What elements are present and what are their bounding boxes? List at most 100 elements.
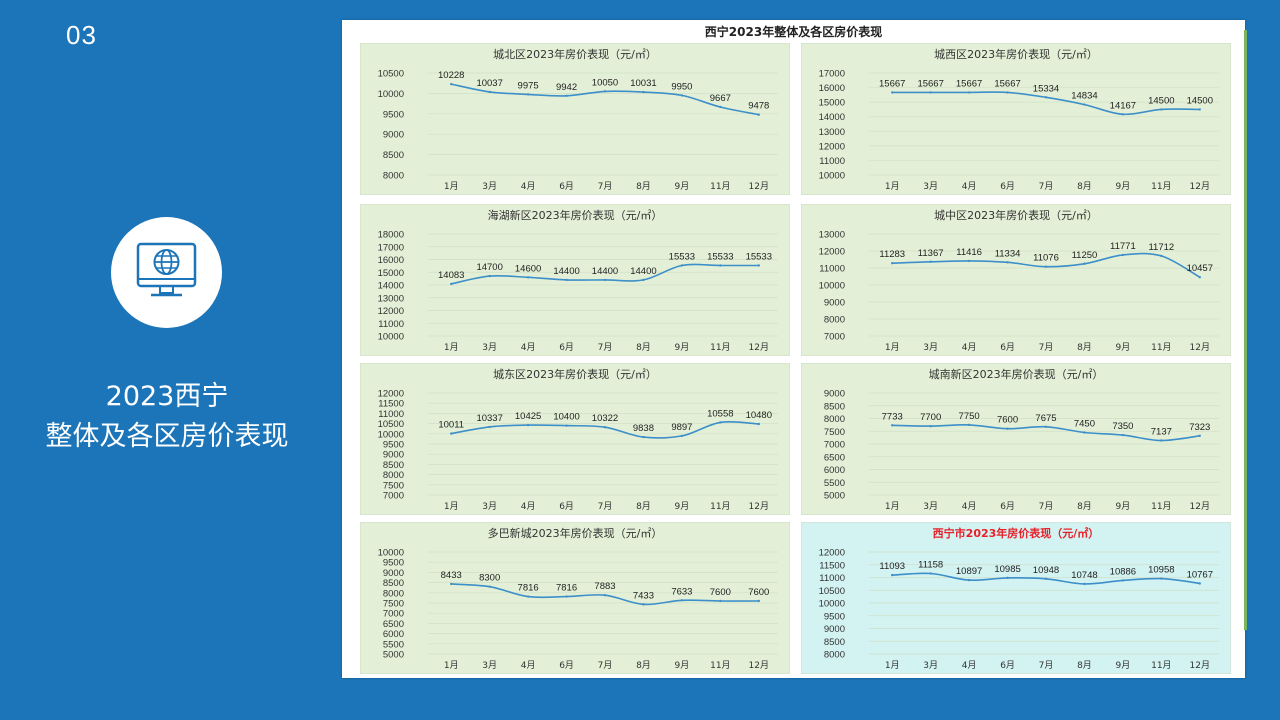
data-point [1044, 265, 1048, 268]
data-label: 11416 [956, 247, 982, 258]
slide-number: 03 [66, 20, 97, 50]
chart-panel: 城中区2023年房价表现（元/㎡） 7000 8000 9000 10000 11000 1… [801, 204, 1231, 356]
data-label: 14834 [1071, 91, 1097, 102]
y-tick-label: 9000 [383, 450, 404, 461]
y-tick-label: 10500 [819, 586, 845, 597]
y-tick-label: 7000 [383, 491, 404, 502]
data-label: 14400 [592, 266, 618, 277]
y-tick-label: 7000 [824, 440, 845, 451]
data-point [488, 274, 491, 278]
y-tick-label: 8500 [383, 578, 404, 589]
x-tick-label: 1月 [444, 501, 459, 512]
x-tick-label: 9月 [675, 660, 690, 671]
data-label: 7700 [920, 412, 941, 423]
y-tick-label: 13000 [819, 127, 845, 138]
x-tick-label: 12月 [1190, 342, 1210, 353]
y-tick-label: 5500 [383, 639, 404, 650]
y-tick-label: 9000 [383, 130, 404, 141]
x-tick-label: 7月 [1039, 660, 1054, 671]
data-label: 14700 [476, 262, 502, 273]
data-point [1006, 261, 1009, 264]
data-point [565, 424, 568, 427]
data-point [719, 264, 722, 267]
y-tick-label: 11000 [819, 264, 845, 275]
line-chart: 城东区2023年房价表现（元/㎡） 70007500800085009000950… [360, 363, 790, 515]
y-tick-label: 8000 [383, 171, 404, 182]
data-point [967, 578, 971, 582]
data-label: 9838 [633, 423, 654, 434]
data-point [565, 595, 568, 598]
data-label: 15334 [1033, 83, 1059, 94]
data-point [1006, 91, 1009, 94]
y-tick-label: 10500 [378, 69, 404, 80]
data-label: 9975 [518, 80, 539, 91]
y-tick-label: 8000 [383, 470, 404, 481]
x-tick-label: 9月 [675, 501, 690, 512]
chart-panel: 城南新区2023年房价表现（元/㎡） 5000 5500 6000 6500 7000 75… [801, 363, 1231, 515]
data-label: 14167 [1110, 100, 1136, 111]
data-label: 10958 [1148, 565, 1174, 576]
data-point [1198, 434, 1201, 437]
y-tick-label: 11500 [819, 560, 845, 571]
data-label: 10050 [592, 77, 618, 88]
data-point [565, 94, 568, 97]
chart-title: 西宁市2023年房价表现（元/㎡） [933, 526, 1100, 540]
data-point [891, 424, 894, 427]
data-point [642, 435, 645, 439]
data-point [450, 432, 453, 435]
y-tick-label: 9500 [383, 440, 404, 451]
y-tick-label: 12000 [378, 306, 404, 317]
y-tick-label: 6500 [824, 452, 845, 463]
data-point [1160, 439, 1163, 442]
y-tick-label: 17000 [819, 69, 845, 80]
x-tick-label: 11月 [710, 181, 730, 192]
data-point [719, 421, 722, 424]
data-point [929, 424, 932, 428]
x-tick-label: 7月 [598, 342, 613, 353]
data-point [1044, 577, 1048, 581]
y-tick-label: 8000 [383, 588, 404, 599]
slide-title-line2: 整体及各区房价表现 [45, 421, 289, 452]
data-point [526, 93, 530, 96]
y-tick-label: 5500 [824, 478, 845, 489]
decorative-strip [1244, 30, 1247, 630]
data-label: 11367 [918, 248, 944, 259]
data-label: 10011 [438, 420, 464, 431]
data-point [450, 282, 453, 286]
data-label: 7816 [518, 583, 539, 594]
data-point [642, 90, 645, 94]
data-label: 15667 [879, 78, 905, 89]
x-tick-label: 6月 [1000, 660, 1015, 671]
y-tick-label: 13000 [378, 293, 404, 304]
x-tick-label: 1月 [885, 501, 900, 512]
x-tick-label: 9月 [1116, 660, 1131, 671]
data-point [1121, 113, 1125, 116]
x-tick-label: 9月 [1116, 181, 1131, 192]
y-tick-label: 10000 [378, 548, 404, 559]
data-point [967, 423, 971, 427]
y-tick-label: 14000 [378, 281, 404, 292]
data-point [1160, 254, 1163, 258]
data-label: 10037 [476, 78, 502, 89]
y-tick-label: 9500 [824, 611, 845, 622]
chart-background [360, 43, 790, 195]
data-label: 11093 [879, 561, 905, 572]
data-point [1121, 253, 1125, 257]
data-label: 11158 [918, 559, 943, 570]
y-tick-label: 10000 [378, 429, 404, 440]
data-point [680, 94, 684, 97]
y-tick-label: 7000 [824, 332, 845, 343]
data-point [929, 572, 932, 575]
data-label: 7816 [556, 583, 577, 594]
data-point [526, 423, 530, 427]
y-tick-label: 7000 [383, 609, 404, 620]
data-label: 10948 [1033, 565, 1059, 576]
globe-monitor-icon [136, 242, 197, 297]
data-label: 10985 [994, 564, 1020, 575]
y-tick-label: 12000 [819, 247, 845, 258]
x-tick-label: 12月 [1190, 501, 1210, 512]
data-point [1083, 103, 1086, 106]
x-tick-label: 1月 [885, 181, 900, 192]
x-tick-label: 12月 [1190, 181, 1210, 192]
